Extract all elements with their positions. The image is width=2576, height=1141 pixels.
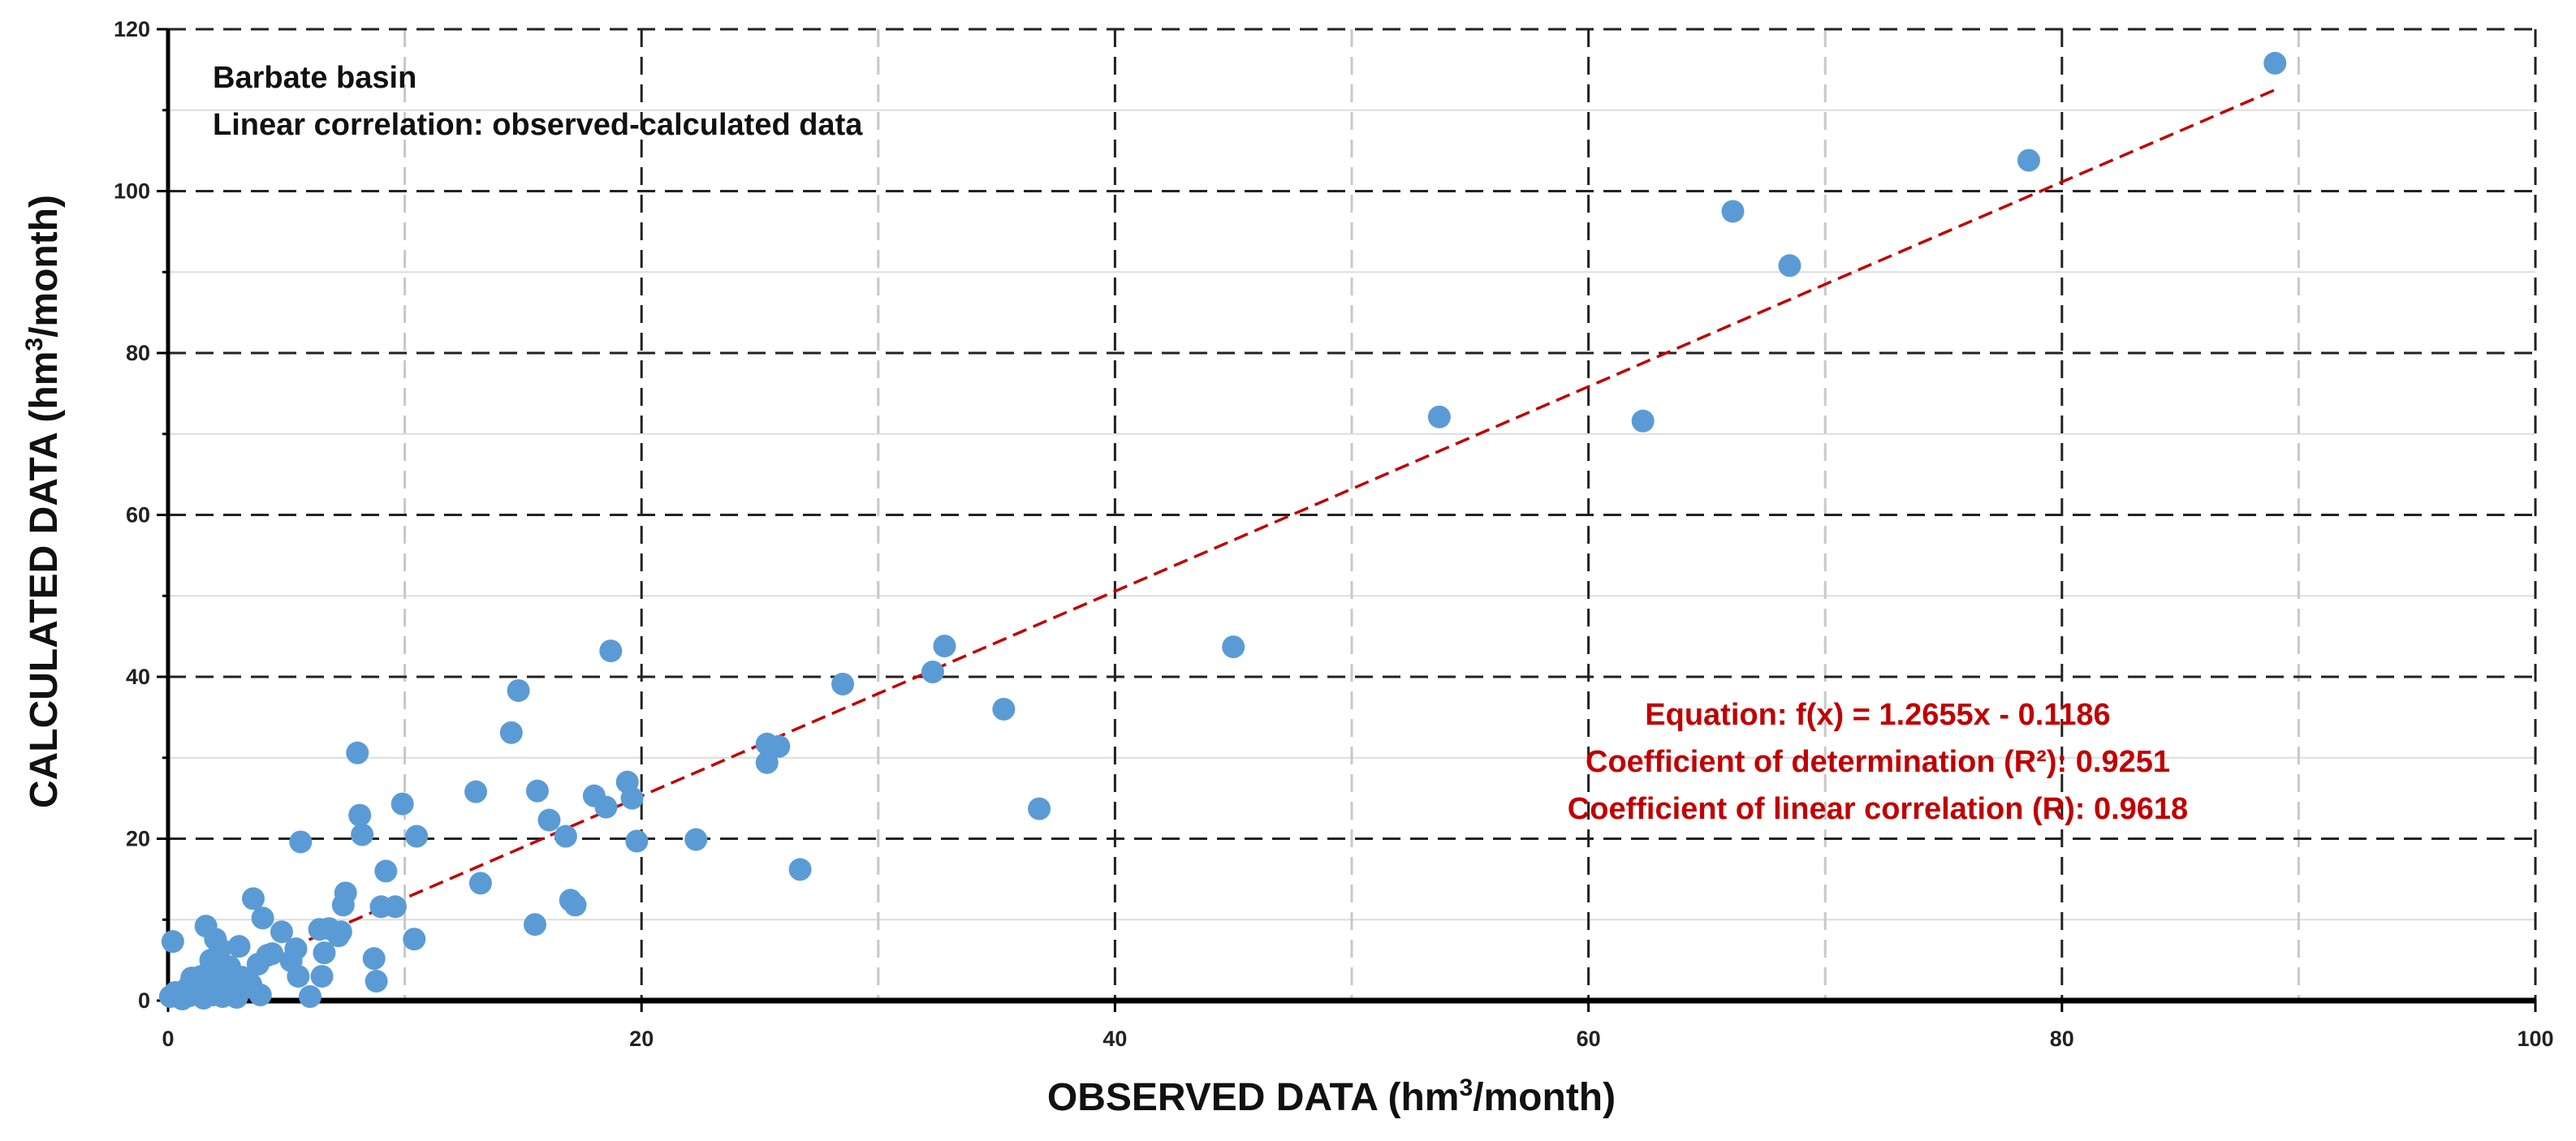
data-point [684,828,708,851]
data-point [211,985,235,1009]
y-tick-label: 20 [126,827,150,851]
data-point [992,697,1016,721]
data-point [2263,51,2287,75]
data-point [921,661,944,684]
data-point [525,779,549,803]
x-axis-title: OBSERVED DATA (hm3/month) [1047,1074,1616,1119]
data-point [1427,405,1451,428]
x-tick-label: 100 [2517,1027,2553,1051]
data-point [248,984,272,1007]
data-point [251,906,274,930]
data-point [206,961,230,984]
data-point [346,741,369,764]
data-point [365,970,388,993]
chart-title: Barbate basin [213,61,416,95]
axes [157,28,2537,1012]
data-point [1631,409,1655,433]
x-tick-label: 20 [629,1027,654,1051]
data-point [227,935,251,958]
data-point [289,830,313,854]
data-point [788,858,812,881]
data-point [348,803,372,827]
data-point [1721,200,1745,223]
data-point [767,734,791,758]
data-point [831,672,855,695]
data-point [246,953,270,976]
x-tick-label: 80 [2050,1027,2074,1051]
data-point [287,965,310,988]
y-tick-label: 40 [126,665,150,689]
data-point [625,829,649,853]
data-point [599,639,623,663]
data-point [166,982,189,1005]
data-point [499,721,523,744]
y-tick-label: 0 [138,988,150,1013]
data-point [310,965,334,988]
data-point [313,941,336,965]
data-point [329,920,352,944]
data-point [270,920,293,944]
data-point [468,872,492,895]
x-tick-label: 0 [162,1027,174,1051]
data-point [523,913,546,936]
annotation-r-squared: Coefficient of determination (R²): 0.925… [1586,745,2170,779]
data-point [755,751,779,774]
y-axis-title: CALCULATED DATA (hm3/month) [21,195,66,808]
annotation-equation: Equation: f(x) = 1.2655x - 0.1186 [1645,698,2110,732]
y-tick-label: 120 [114,17,150,41]
data-point [563,893,587,917]
data-point [594,795,618,819]
data-point [2017,149,2040,172]
chart-subtitle: Linear correlation: observed-calculated … [213,108,863,142]
data-point [390,792,414,816]
y-tick-label: 80 [126,341,150,365]
data-point [405,825,429,848]
data-point [537,808,561,832]
data-point [933,635,956,658]
data-point [554,825,577,848]
data-point [383,895,407,919]
y-tick-label: 100 [114,179,150,204]
data-point [403,928,426,951]
x-tick-label: 60 [1577,1027,1601,1051]
data-point [241,887,265,911]
regression-line [167,88,2276,1002]
regression-line-group [167,88,2276,1002]
data-point [1778,254,1801,278]
data-point [161,930,184,954]
data-point [1028,797,1051,820]
data-point [209,937,232,961]
y-tick-label: 60 [126,503,150,527]
data-point [507,678,530,702]
tick-labels: 0 20 40 60 80 100 120 0 20 40 60 80 100 [114,17,2554,1051]
data-point [362,947,386,971]
data-point [351,823,374,846]
x-tick-label: 40 [1102,1027,1127,1051]
data-point [284,937,308,961]
data-points [158,51,2287,1011]
annotation-r: Coefficient of linear correlation (R): 0… [1568,792,2188,826]
data-point [620,786,644,810]
data-point [464,780,488,803]
data-point [1222,635,1245,659]
data-point [334,881,357,905]
data-point [374,859,398,883]
data-point [298,985,321,1009]
